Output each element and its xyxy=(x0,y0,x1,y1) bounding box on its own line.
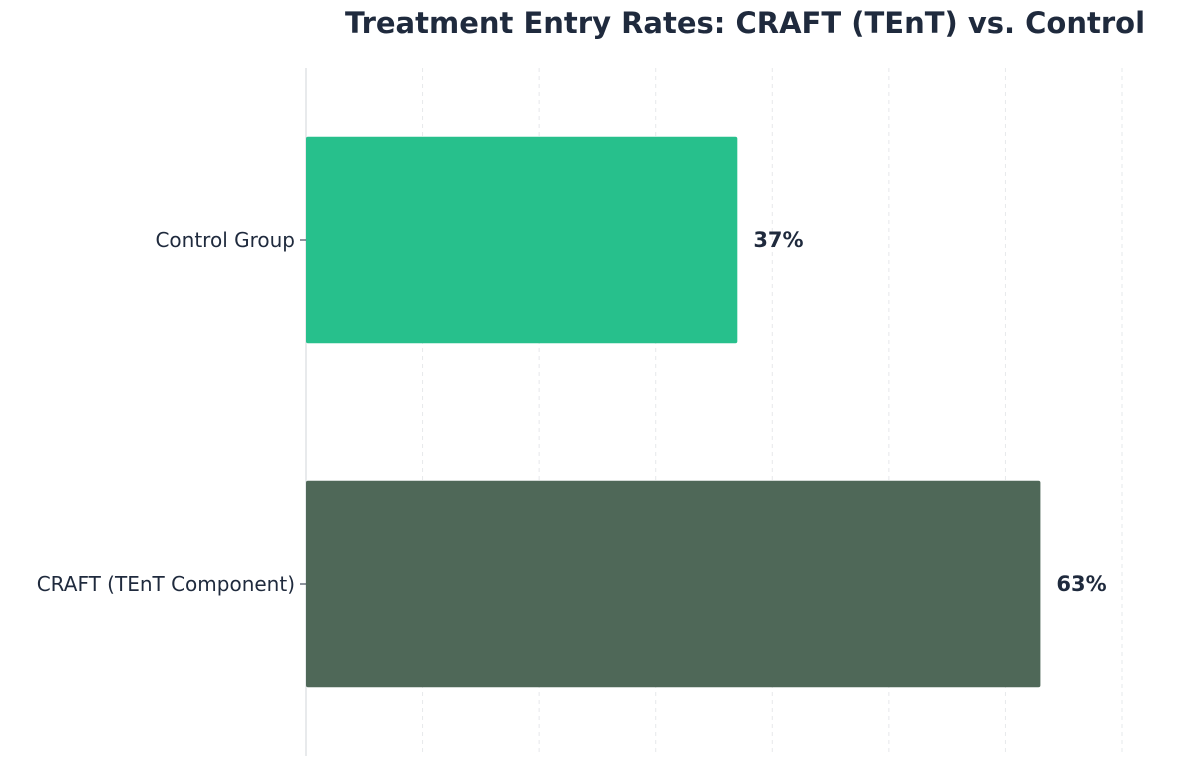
category-ticks xyxy=(300,239,306,585)
category-label: CRAFT (TEnT Component) xyxy=(37,572,295,596)
value-label: 37% xyxy=(753,228,803,252)
category-label: Control Group xyxy=(155,228,295,252)
bar xyxy=(306,136,738,344)
chart-title: Treatment Entry Rates: CRAFT (TEnT) vs. … xyxy=(344,6,1146,40)
labels: Control Group 37% CRAFT (TEnT Component) 63… xyxy=(37,228,1107,596)
bar xyxy=(306,480,1041,688)
value-label: 63% xyxy=(1056,572,1106,596)
bars xyxy=(306,136,1041,688)
